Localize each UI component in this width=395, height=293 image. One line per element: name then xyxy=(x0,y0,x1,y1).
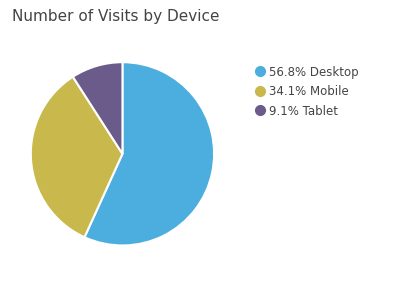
Wedge shape xyxy=(85,62,214,246)
Legend: 56.8% Desktop, 34.1% Mobile, 9.1% Tablet: 56.8% Desktop, 34.1% Mobile, 9.1% Tablet xyxy=(254,64,361,120)
Text: Number of Visits by Device: Number of Visits by Device xyxy=(12,9,219,24)
Wedge shape xyxy=(31,77,122,237)
Wedge shape xyxy=(73,62,122,154)
